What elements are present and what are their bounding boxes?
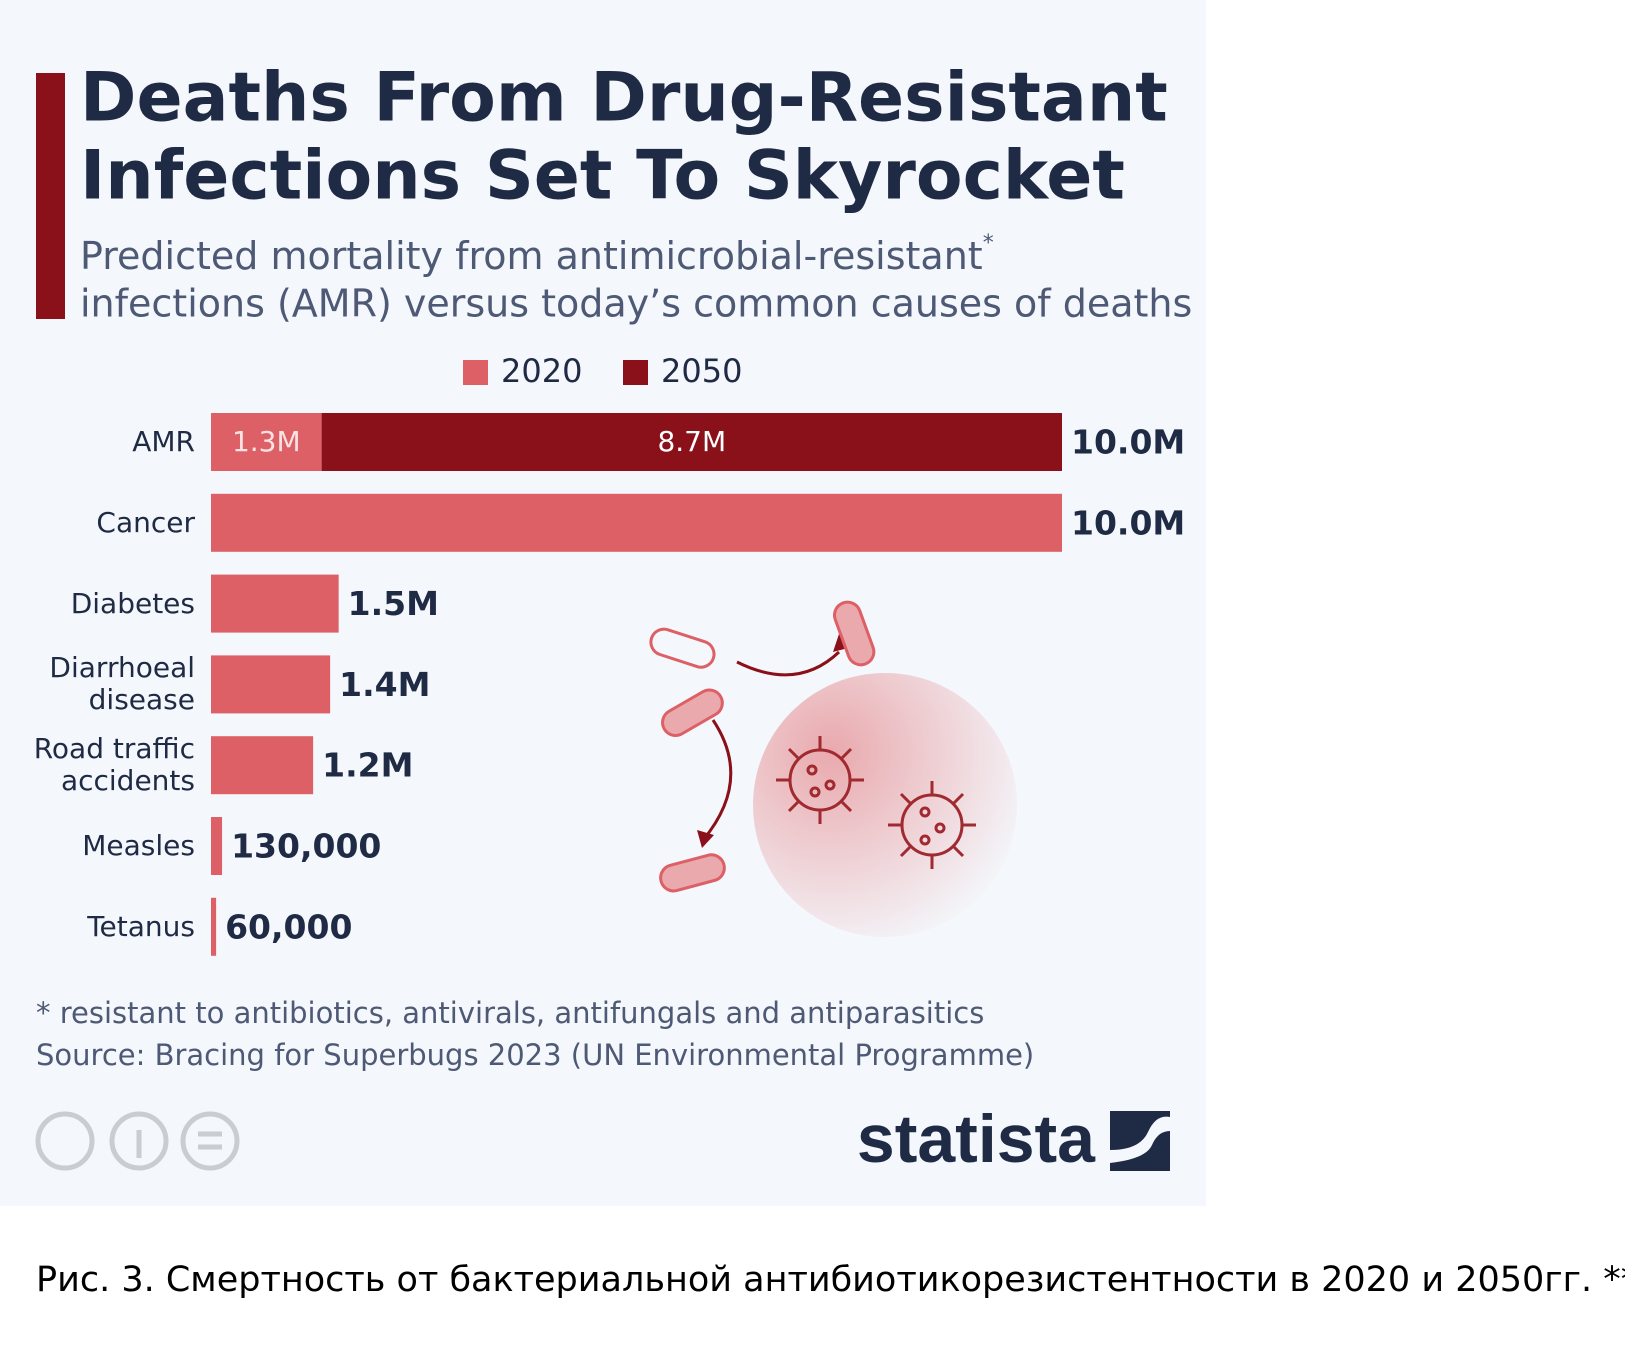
caption: Рис. 3. Смертность от бактериальной анти…: [36, 1260, 1625, 1300]
bar-segment: [211, 493, 1062, 552]
legend-label: 2020: [501, 352, 582, 390]
bar-segment: [211, 413, 322, 471]
title-accent: [36, 73, 65, 319]
legend-swatch: [463, 360, 488, 385]
source: Source: Bracing for Superbugs 2023 (UN E…: [36, 1038, 1034, 1072]
bar-segment: [211, 736, 314, 795]
y-tick-label: Tetanus: [87, 909, 195, 943]
bar-segment: [211, 817, 223, 875]
bar-segment: [211, 655, 331, 714]
brand-logo: [1110, 1111, 1170, 1171]
bar-segment: [211, 897, 217, 956]
subtitle-mark: *: [983, 231, 994, 256]
subtitle-line: Predicted mortality from antimicrobial-r…: [80, 234, 983, 278]
y-tick-label: Diabetes: [70, 586, 195, 620]
y-tick-label: Measles: [82, 829, 195, 862]
panel: [0, 0, 1206, 1206]
legend-swatch: [623, 360, 648, 385]
total-label: 1.2M: [322, 746, 413, 785]
total-label: 130,000: [231, 827, 381, 866]
bar-segment: [321, 413, 1062, 471]
footnote: * resistant to antibiotics, antivirals, …: [36, 996, 984, 1030]
subtitle: infections (AMR) versus today’s common c…: [80, 282, 1192, 326]
y-tick-label: AMR: [132, 425, 195, 458]
total-label: 1.5M: [348, 584, 439, 623]
legend-label: 2050: [661, 352, 742, 390]
bar-segment: [211, 574, 339, 633]
total-label: 10.0M: [1071, 423, 1185, 462]
chart-title: Infections Set To Skyrocket: [80, 137, 1125, 216]
subtitle: Predicted mortality from antimicrobial-r…: [80, 231, 994, 278]
y-tick-label: Cancer: [96, 505, 195, 539]
total-label: 1.4M: [339, 665, 430, 704]
illustration: [649, 600, 1017, 937]
y-tick-label: Diarrhoeal disease: [49, 651, 195, 717]
brand: statista: [857, 1101, 1096, 1177]
bar-value-label: 8.7M: [657, 425, 726, 458]
bar-value-label: 1.3M: [232, 425, 301, 458]
chart-title: Deaths From Drug-Resistant: [80, 59, 1168, 138]
cc-icons: [35, 1111, 240, 1171]
total-label: 60,000: [225, 907, 352, 946]
y-tick-label: Road traffic accidents: [33, 732, 195, 798]
total-label: 10.0M: [1071, 503, 1185, 542]
